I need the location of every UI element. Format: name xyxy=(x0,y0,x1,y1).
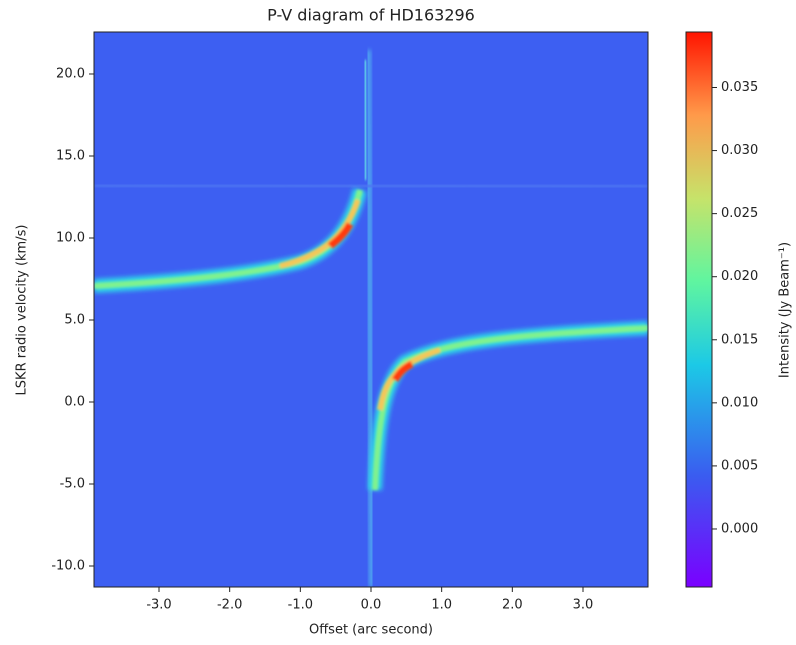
x-tick-label: 0.0 xyxy=(361,598,382,613)
y-tick-label: 10.0 xyxy=(56,230,85,245)
x-tick-label: -2.0 xyxy=(217,598,242,613)
x-tick-label: -1.0 xyxy=(288,598,313,613)
colorbar-label: Intensity (Jy Beam⁻¹) xyxy=(778,242,793,378)
colorbar-tick-label: 0.010 xyxy=(721,395,758,410)
y-tick-label: 15.0 xyxy=(56,148,85,163)
colorbar xyxy=(685,31,713,588)
y-tick-label: 5.0 xyxy=(64,312,85,327)
chart-title: P-V diagram of HD163296 xyxy=(267,6,475,25)
colorbar-tick-label: 0.015 xyxy=(721,332,758,347)
x-tick-label: 2.0 xyxy=(502,598,523,613)
colorbar-tick-label: 0.000 xyxy=(721,521,758,536)
colorbar-tick-label: 0.030 xyxy=(721,143,758,158)
colorbar-tick-label: 0.035 xyxy=(721,80,758,95)
x-tick-label: 3.0 xyxy=(573,598,594,613)
colorbar-tick-label: 0.005 xyxy=(721,458,758,473)
colorbar-tick-label: 0.020 xyxy=(721,269,758,284)
y-tick-label: -10.0 xyxy=(51,559,85,574)
y-tick-label: 20.0 xyxy=(56,66,85,81)
x-tick-label: 1.0 xyxy=(431,598,452,613)
x-tick-label: -3.0 xyxy=(146,598,171,613)
colorbar-tick-label: 0.025 xyxy=(721,206,758,221)
x-axis-label: Offset (arc second) xyxy=(309,623,433,638)
y-tick-label: -5.0 xyxy=(60,477,85,492)
y-axis-label: LSKR radio velocity (km/s) xyxy=(15,225,30,396)
y-tick-label: 0.0 xyxy=(64,395,85,410)
heatmap-image xyxy=(94,32,648,587)
